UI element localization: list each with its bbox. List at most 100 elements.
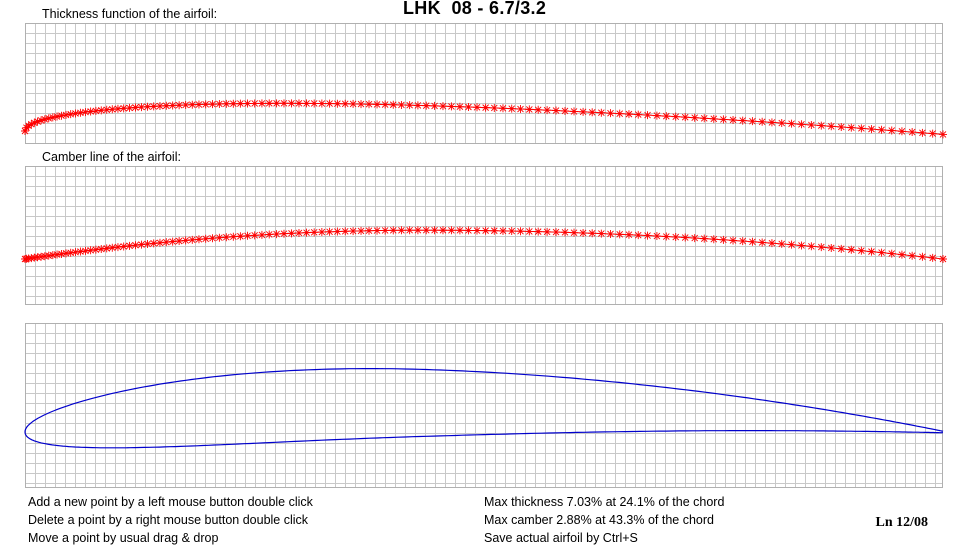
camber-control-point[interactable]: [464, 226, 473, 235]
camber-control-point[interactable]: [137, 240, 146, 249]
thickness-control-point[interactable]: [827, 122, 836, 131]
thickness-control-point[interactable]: [86, 107, 95, 116]
thickness-control-point[interactable]: [413, 101, 422, 110]
camber-control-point[interactable]: [188, 235, 197, 244]
thickness-control-point[interactable]: [48, 113, 57, 122]
thickness-control-point[interactable]: [597, 108, 606, 117]
thickness-control-point[interactable]: [719, 115, 728, 124]
camber-control-point[interactable]: [939, 255, 947, 263]
camber-control-point[interactable]: [797, 241, 806, 250]
camber-control-point[interactable]: [481, 226, 490, 235]
camber-control-point[interactable]: [365, 226, 374, 235]
camber-control-point[interactable]: [113, 243, 122, 252]
camber-control-point[interactable]: [877, 248, 886, 257]
camber-control-point[interactable]: [86, 246, 95, 255]
camber-control-point[interactable]: [748, 237, 757, 246]
thickness-control-point[interactable]: [615, 109, 624, 118]
camber-control-point[interactable]: [897, 250, 906, 259]
thickness-control-point[interactable]: [175, 101, 184, 110]
thickness-control-point[interactable]: [333, 99, 342, 108]
thickness-control-point[interactable]: [777, 119, 786, 128]
camber-control-point[interactable]: [257, 230, 266, 239]
camber-control-point[interactable]: [131, 241, 140, 250]
thickness-control-point[interactable]: [552, 106, 561, 115]
thickness-control-point[interactable]: [643, 111, 652, 120]
camber-control-point[interactable]: [71, 248, 80, 257]
thickness-control-point[interactable]: [447, 102, 456, 111]
thickness-control-point[interactable]: [287, 99, 296, 108]
thickness-control-point[interactable]: [507, 104, 516, 113]
camber-control-point[interactable]: [847, 245, 856, 254]
camber-control-point[interactable]: [40, 252, 49, 261]
thickness-control-point[interactable]: [243, 99, 252, 108]
camber-control-point[interactable]: [918, 252, 927, 261]
thickness-control-point[interactable]: [236, 99, 245, 108]
thickness-control-point[interactable]: [405, 101, 414, 110]
thickness-control-point[interactable]: [389, 100, 398, 109]
camber-control-point[interactable]: [455, 226, 464, 235]
thickness-control-point[interactable]: [652, 111, 661, 120]
camber-control-point[interactable]: [787, 240, 796, 249]
camber-control-point[interactable]: [149, 239, 158, 248]
thickness-control-point[interactable]: [709, 114, 718, 123]
thickness-control-point[interactable]: [748, 117, 757, 126]
camber-control-point[interactable]: [175, 236, 184, 245]
camber-control-point[interactable]: [624, 230, 633, 239]
camber-control-point[interactable]: [381, 226, 390, 235]
thickness-control-point[interactable]: [272, 99, 281, 108]
thickness-control-point[interactable]: [481, 103, 490, 112]
thickness-control-point[interactable]: [131, 103, 140, 112]
thickness-control-point[interactable]: [37, 116, 46, 125]
camber-control-point[interactable]: [333, 227, 342, 236]
thickness-control-point[interactable]: [44, 114, 53, 123]
thickness-control-point[interactable]: [257, 99, 266, 108]
thickness-control-point[interactable]: [113, 104, 122, 113]
thickness-control-point[interactable]: [294, 99, 303, 108]
camber-control-point[interactable]: [777, 239, 786, 248]
camber-control-point[interactable]: [143, 239, 152, 248]
camber-control-point[interactable]: [662, 232, 671, 241]
camber-control-point[interactable]: [125, 241, 134, 250]
camber-control-point[interactable]: [552, 228, 561, 237]
camber-control-point[interactable]: [928, 253, 937, 262]
thickness-control-point[interactable]: [877, 125, 886, 134]
camber-control-point[interactable]: [634, 231, 643, 240]
camber-control-point[interactable]: [867, 247, 876, 256]
thickness-control-point[interactable]: [24, 121, 33, 130]
camber-control-point[interactable]: [681, 233, 690, 242]
camber-control-point[interactable]: [700, 234, 709, 243]
camber-control-point[interactable]: [215, 233, 224, 242]
camber-control-point[interactable]: [222, 233, 231, 242]
thickness-control-point[interactable]: [21, 127, 29, 135]
camber-control-point[interactable]: [397, 226, 406, 235]
thickness-control-point[interactable]: [758, 117, 767, 126]
camber-control-point[interactable]: [37, 252, 46, 261]
camber-control-point[interactable]: [643, 231, 652, 240]
camber-control-point[interactable]: [341, 227, 350, 236]
camber-control-point[interactable]: [194, 235, 203, 244]
thickness-control-point[interactable]: [570, 107, 579, 116]
camber-control-point[interactable]: [81, 246, 90, 255]
thickness-control-point[interactable]: [498, 104, 507, 113]
thickness-control-point[interactable]: [229, 99, 238, 108]
thickness-control-point[interactable]: [455, 102, 464, 111]
camber-control-point[interactable]: [807, 242, 816, 251]
thickness-control-point[interactable]: [349, 99, 358, 108]
thickness-control-point[interactable]: [325, 99, 334, 108]
camber-control-point[interactable]: [758, 238, 767, 247]
thickness-control-point[interactable]: [279, 99, 288, 108]
thickness-control-point[interactable]: [908, 128, 917, 137]
thickness-control-point[interactable]: [579, 107, 588, 116]
camber-control-point[interactable]: [53, 250, 62, 259]
thickness-control-point[interactable]: [430, 101, 439, 110]
camber-control-point[interactable]: [597, 229, 606, 238]
thickness-control-point[interactable]: [588, 108, 597, 117]
camber-control-point[interactable]: [373, 226, 382, 235]
thickness-control-point[interactable]: [181, 100, 190, 109]
camber-control-point[interactable]: [155, 238, 164, 247]
camber-control-point[interactable]: [30, 253, 39, 262]
thickness-control-point[interactable]: [624, 110, 633, 119]
camber-control-point[interactable]: [302, 228, 311, 237]
thickness-control-point[interactable]: [102, 105, 111, 114]
thickness-control-point[interactable]: [857, 124, 866, 133]
